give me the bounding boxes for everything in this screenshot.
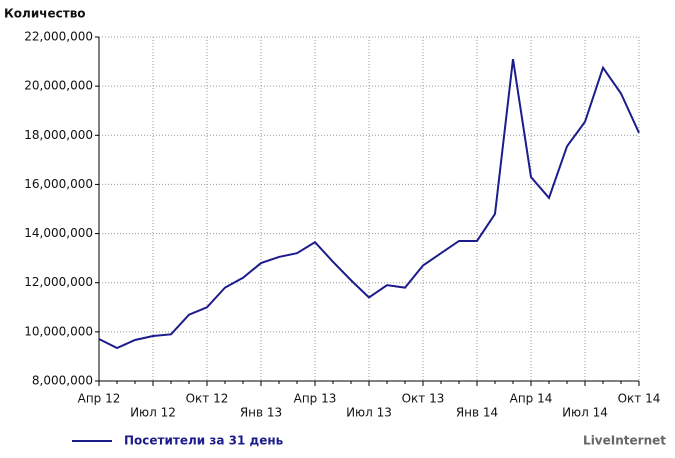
x-tick-label: Апр 13 (294, 392, 337, 406)
watermark: LiveInternet (583, 434, 666, 448)
data-line (98, 58, 640, 350)
x-tick-label: Окт 14 (618, 392, 661, 406)
y-tick-label: 18,000,000 (24, 128, 93, 142)
x-tick-label: Июл 12 (130, 406, 176, 420)
y-tick-label: 8,000,000 (32, 374, 93, 388)
x-tick-label: Окт 12 (186, 392, 229, 406)
y-tick-label: 14,000,000 (24, 226, 93, 240)
y-tick-label: 10,000,000 (24, 324, 93, 338)
y-tick-label: 22,000,000 (24, 30, 93, 44)
x-tick-label: Июл 14 (562, 406, 608, 420)
x-tick-label: Июл 13 (346, 406, 392, 420)
y-axis-title: Количество (4, 7, 86, 21)
y-tick-label: 16,000,000 (24, 177, 93, 191)
x-tick-label: Апр 14 (510, 392, 553, 406)
x-tick-label: Янв 14 (456, 406, 498, 420)
legend-label: Посетители за 31 день (124, 434, 284, 448)
x-tick-label: Окт 13 (402, 392, 445, 406)
y-tick-label: 12,000,000 (24, 275, 93, 289)
x-tick-label: Апр 12 (78, 392, 121, 406)
x-tick-label: Янв 13 (240, 406, 282, 420)
y-tick-label: 20,000,000 (24, 79, 93, 93)
